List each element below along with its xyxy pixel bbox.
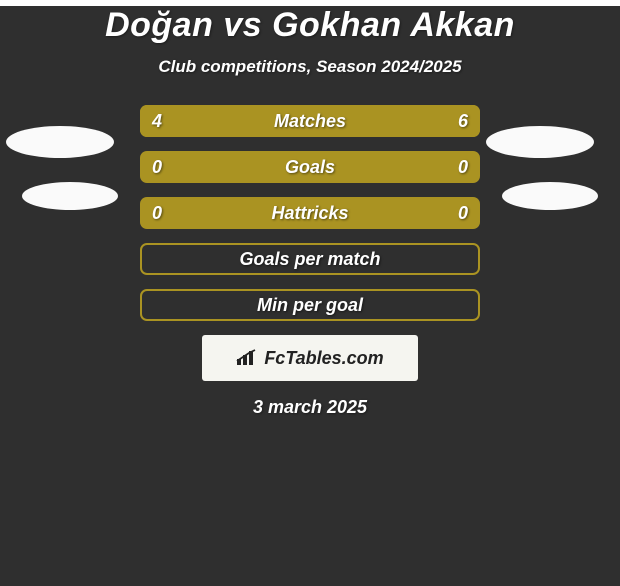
stat-label: Matches [140, 105, 480, 137]
source-badge-text: FcTables.com [264, 348, 383, 369]
stat-label: Goals per match [142, 245, 478, 273]
comparison-card: Doğan vs Gokhan Akkan Club competitions,… [0, 6, 620, 586]
date-footer: 3 march 2025 [0, 397, 620, 418]
source-badge: FcTables.com [202, 335, 418, 381]
stat-row-matches: 46Matches [140, 105, 480, 137]
stat-row-goals-per-match: Goals per match [140, 243, 480, 275]
left-avatar-shape-0 [6, 126, 114, 158]
stat-label: Hattricks [140, 197, 480, 229]
stat-label: Goals [140, 151, 480, 183]
stat-row-hattricks: 00Hattricks [140, 197, 480, 229]
right-avatar-shape-0 [486, 126, 594, 158]
stat-rows: 46Matches 00Goals 00Hattricks Goals per mat… [140, 105, 480, 321]
stat-row-min-per-goal: Min per goal [140, 289, 480, 321]
title: Doğan vs Gokhan Akkan [0, 6, 620, 45]
stat-label: Min per goal [142, 291, 478, 319]
left-avatar-shape-1 [22, 182, 118, 210]
player-a-name: Doğan [105, 6, 213, 44]
vs-label: vs [223, 6, 262, 44]
subtitle: Club competitions, Season 2024/2025 [0, 57, 620, 77]
right-avatar-shape-1 [502, 182, 598, 210]
stat-row-goals: 00Goals [140, 151, 480, 183]
chart-icon [236, 349, 258, 367]
player-b-name: Gokhan Akkan [272, 6, 515, 44]
